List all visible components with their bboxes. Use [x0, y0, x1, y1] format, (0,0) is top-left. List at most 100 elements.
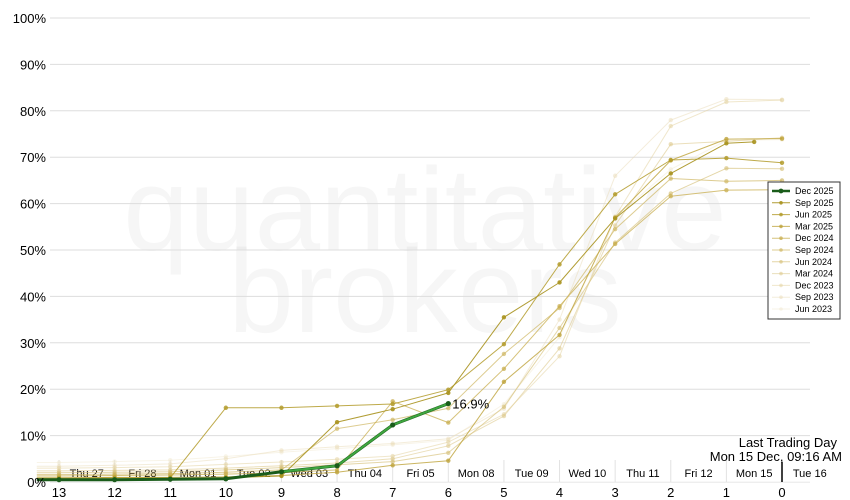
y-tick-label: 80% — [20, 104, 46, 119]
series-point — [56, 477, 62, 483]
current-value-label: 16.9% — [452, 397, 489, 412]
series-point — [334, 470, 340, 475]
y-tick-label: 70% — [20, 150, 46, 165]
series-point — [223, 405, 229, 410]
series-point — [557, 280, 562, 285]
legend-marker — [778, 188, 784, 194]
series-point — [446, 458, 451, 463]
y-tick-label: 20% — [20, 382, 46, 397]
legend-entry: Mar 2024 — [795, 269, 833, 279]
series-point — [668, 142, 673, 147]
series-point — [724, 136, 729, 142]
legend-entry: Sep 2025 — [795, 198, 834, 208]
series-point — [279, 448, 284, 453]
series-point — [612, 192, 618, 197]
series-point — [223, 476, 229, 482]
x-tick-label: 6 — [445, 485, 452, 500]
series-point — [446, 390, 451, 396]
x-tick-label: 2 — [667, 485, 674, 500]
series-point — [724, 99, 729, 105]
y-tick-label: 0% — [27, 475, 46, 490]
series-point — [557, 346, 562, 351]
series-point — [751, 139, 757, 145]
x-axis: 13 12 11 10 9 8 7 6 5 4 3 2 1 0 — [52, 485, 786, 500]
legend-entry: Jun 2025 — [795, 210, 832, 220]
series-point — [612, 173, 618, 178]
series-point — [446, 406, 451, 411]
series-point — [779, 97, 785, 103]
legend-entry: Dec 2023 — [795, 280, 834, 290]
series-point — [334, 444, 340, 449]
day-label: Wed 10 — [568, 468, 606, 480]
y-tick-label: 50% — [20, 243, 46, 258]
series-point — [279, 405, 284, 410]
x-tick-label: 5 — [500, 485, 507, 500]
legend-entry: Dec 2025 — [795, 186, 834, 196]
series-point — [279, 473, 284, 479]
series-point — [56, 460, 62, 465]
series-point — [724, 179, 729, 184]
series-point — [168, 464, 173, 469]
y-axis: 0% 10% 20% 30% 40% 50% 60% 70% 80% 90% 100% — [13, 11, 47, 490]
series-point — [501, 341, 507, 347]
series-point — [334, 426, 340, 431]
day-label: Mon 08 — [458, 468, 495, 480]
x-tick-label: 7 — [389, 485, 396, 500]
series-point — [446, 450, 451, 455]
series-point — [446, 443, 451, 449]
day-label: Thu 04 — [348, 468, 382, 480]
series-point — [779, 160, 785, 165]
series-point — [501, 315, 507, 320]
series-point — [557, 317, 562, 322]
series-point — [390, 401, 395, 407]
series-point — [390, 441, 395, 446]
y-tick-label: 100% — [13, 11, 47, 26]
y-tick-label: 10% — [20, 429, 46, 444]
series-point — [779, 166, 785, 171]
legend-entry: Dec 2024 — [795, 233, 834, 243]
legend-marker — [779, 307, 783, 311]
series-point — [668, 157, 673, 163]
x-tick-label: 10 — [219, 485, 233, 500]
series-point — [557, 354, 562, 359]
series-point — [612, 216, 618, 221]
series-point — [446, 439, 451, 445]
day-label: Tue 09 — [515, 468, 549, 480]
last-trading-day-date: Mon 15 Dec, 09:16 AM — [710, 449, 842, 464]
series-point — [557, 325, 562, 331]
series-point — [390, 406, 395, 412]
legend-marker — [779, 201, 783, 205]
series-point — [334, 463, 340, 469]
series-point — [724, 155, 729, 161]
day-label: Tue 16 — [793, 468, 827, 480]
day-label: Fri 05 — [406, 468, 434, 480]
series-point — [334, 419, 340, 425]
series-point — [612, 223, 618, 228]
legend-entry: Sep 2023 — [795, 292, 834, 302]
series-point — [167, 476, 173, 482]
series-point — [112, 477, 118, 483]
series-point — [334, 457, 340, 462]
series-point — [724, 141, 729, 146]
series-point — [168, 457, 173, 463]
series-point — [278, 469, 285, 475]
y-tick-label: 60% — [20, 197, 46, 212]
day-label: Thu 11 — [626, 468, 659, 480]
legend-marker — [779, 283, 783, 288]
legend-entry: Jun 2024 — [795, 257, 832, 267]
series-point — [501, 366, 507, 371]
series-point — [390, 417, 395, 423]
x-tick-label: 11 — [163, 485, 177, 500]
series-point — [501, 351, 507, 357]
series-point — [446, 420, 451, 425]
y-tick-label: 90% — [20, 57, 46, 72]
series-point — [501, 404, 507, 410]
series-point — [501, 413, 507, 419]
day-label: Fri 12 — [685, 468, 713, 480]
x-tick-label: 3 — [612, 485, 619, 500]
legend-entry: Mar 2025 — [795, 221, 833, 231]
series-point — [668, 123, 673, 129]
series-point — [779, 136, 785, 141]
